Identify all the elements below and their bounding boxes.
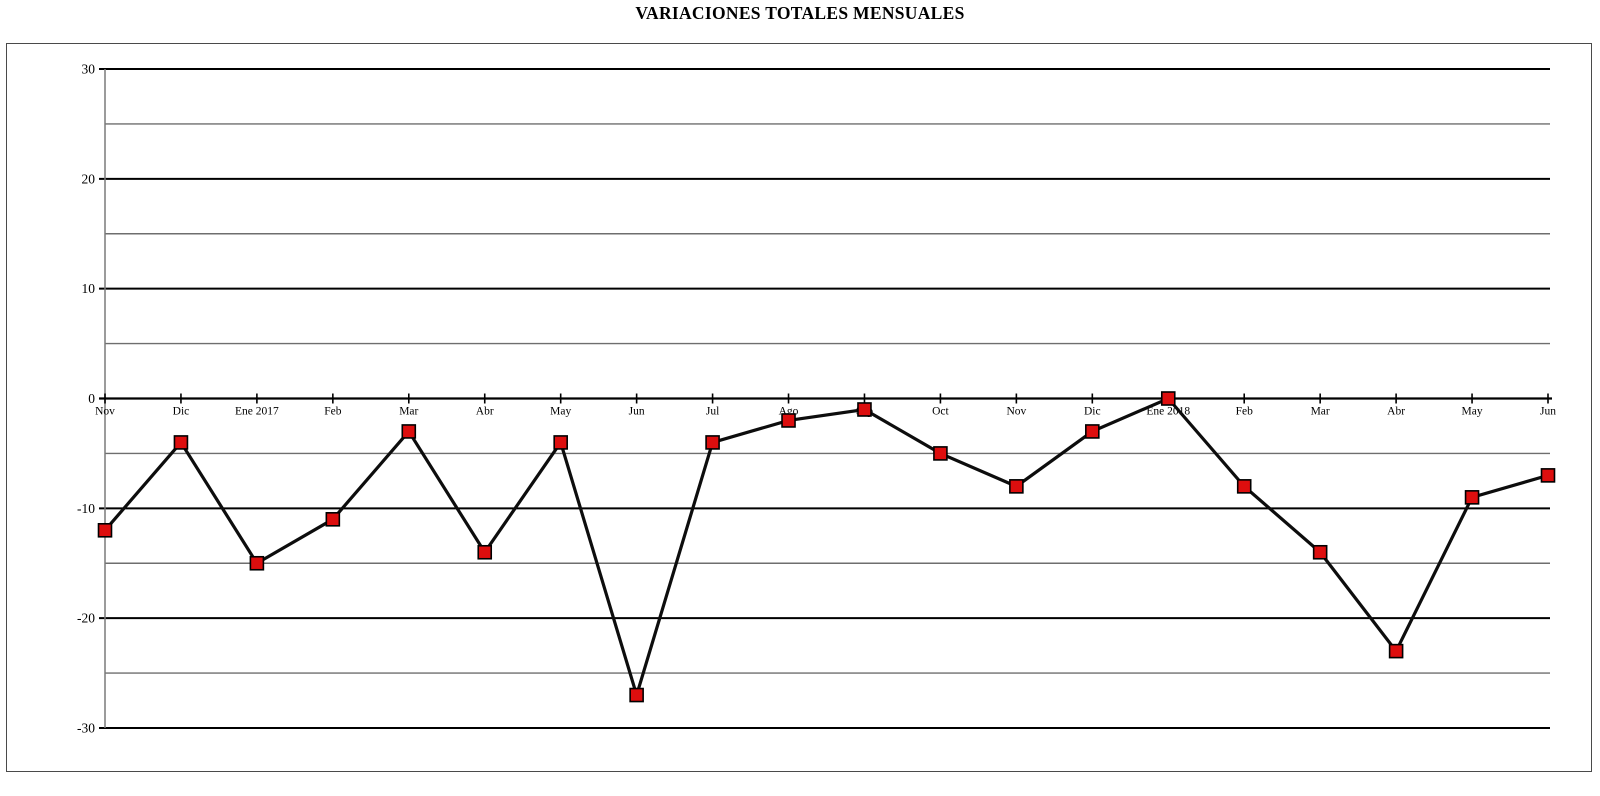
data-point-marker bbox=[97, 522, 113, 538]
data-point-marker bbox=[1540, 468, 1556, 483]
y-tick-label: -30 bbox=[77, 721, 95, 736]
y-tick-label: 0 bbox=[88, 391, 95, 406]
x-tick-label: Jul bbox=[706, 406, 719, 418]
x-tick-label: Mar bbox=[1311, 406, 1330, 418]
x-tick-label: Ene 2018 bbox=[1146, 406, 1190, 418]
series-line bbox=[103, 396, 1550, 701]
data-point-marker bbox=[857, 402, 872, 417]
data-point-marker bbox=[249, 555, 265, 571]
x-tick-label: Feb bbox=[1236, 406, 1254, 418]
data-point-marker bbox=[1009, 479, 1024, 494]
data-point-marker bbox=[1312, 544, 1328, 560]
x-tick-label: Oct bbox=[932, 406, 949, 418]
y-tick-label: 20 bbox=[82, 171, 96, 186]
data-point-marker bbox=[1085, 424, 1100, 439]
data-point-marker bbox=[629, 687, 644, 703]
x-tick-label: Dic bbox=[1084, 406, 1101, 418]
x-tick-label: Mar bbox=[399, 406, 418, 418]
data-point-marker bbox=[325, 512, 341, 527]
x-tick-label: Ene 2017 bbox=[235, 406, 279, 418]
x-tick-label: Dic bbox=[173, 406, 190, 418]
data-point-marker bbox=[477, 544, 493, 560]
y-tick-label: -10 bbox=[77, 501, 95, 516]
x-tick-label: Nov bbox=[1006, 406, 1026, 418]
x-tick-label: Jun bbox=[629, 406, 645, 418]
data-point-marker bbox=[173, 435, 189, 450]
data-point-marker bbox=[1388, 643, 1404, 659]
x-tick-label: Abr bbox=[476, 406, 494, 418]
chart-title: VARIACIONES TOTALES MENSUALES bbox=[635, 3, 965, 23]
data-point-marker bbox=[933, 446, 948, 461]
y-tick-label: -20 bbox=[77, 611, 95, 626]
data-point-marker bbox=[1160, 391, 1176, 406]
data-point-marker bbox=[705, 435, 720, 450]
x-tick-label: Feb bbox=[324, 406, 342, 418]
data-point-marker bbox=[553, 435, 568, 450]
x-tick-label: Abr bbox=[1387, 406, 1405, 418]
data-point-marker bbox=[1464, 490, 1480, 505]
y-tick-label: 10 bbox=[82, 281, 96, 296]
chart-border bbox=[6, 43, 1592, 772]
x-tick-label: Nov bbox=[95, 406, 115, 418]
x-tick-label: May bbox=[1462, 406, 1483, 418]
y-tick-label: 30 bbox=[82, 62, 96, 77]
x-tick-label: Jun bbox=[1540, 406, 1556, 418]
data-point-marker bbox=[401, 424, 417, 439]
data-point-marker bbox=[1236, 479, 1252, 494]
data-point-marker bbox=[781, 413, 796, 428]
x-tick-label: May bbox=[550, 406, 571, 418]
